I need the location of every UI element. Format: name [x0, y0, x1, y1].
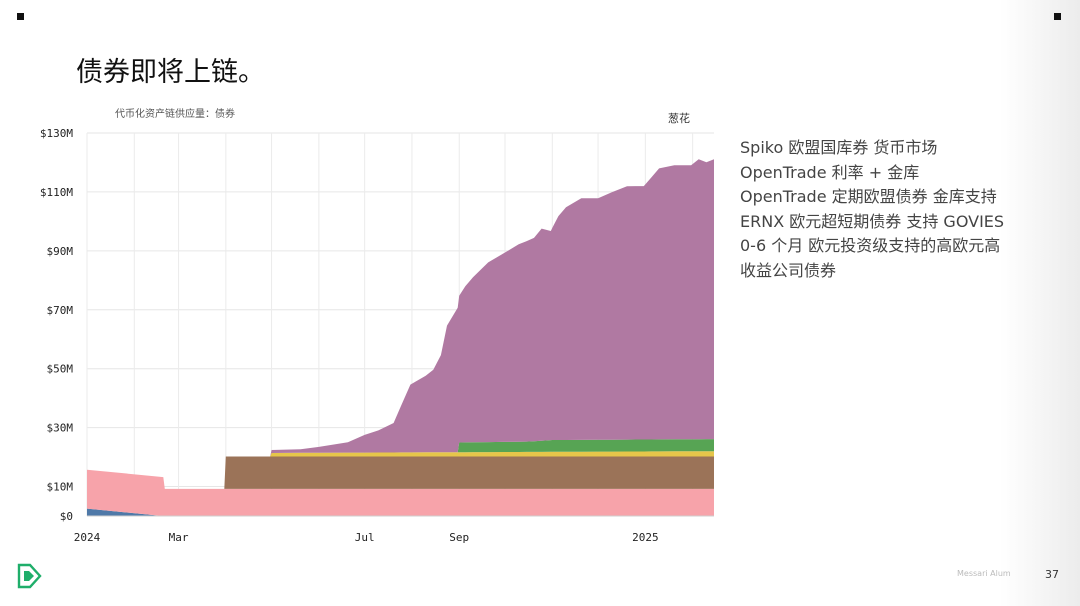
x-tick-label: 2025	[632, 531, 659, 544]
series-area-purple	[87, 159, 714, 489]
note-line: 收益公司债券	[740, 260, 837, 280]
footer-watermark: Messari Alum	[957, 569, 1011, 578]
y-tick-label: $110M	[40, 186, 73, 199]
y-tick-label: $90M	[47, 245, 74, 258]
note-line: OpenTrade 利率 + 金库	[740, 162, 920, 182]
series-area-brown	[87, 456, 714, 489]
y-tick-label: $30M	[47, 422, 74, 435]
notes-panel: Spiko 欧盟国库券 货币市场 OpenTrade 利率 + 金库 OpenT…	[740, 136, 1020, 283]
x-tick-label: Sep	[449, 531, 469, 544]
corner-mark-top-left	[17, 13, 24, 20]
series-area-green	[87, 439, 714, 489]
page-number: 37	[1045, 568, 1059, 581]
y-tick-label: $130M	[40, 127, 73, 140]
stacked-area-series	[87, 159, 714, 516]
corner-mark-top-right	[1054, 13, 1061, 20]
slide-title: 债券即将上链。	[76, 57, 265, 88]
series-area-steel_blue	[87, 508, 714, 516]
note-line: 0-6 个月 欧元投资级支持的高欧元高	[740, 236, 1001, 255]
chart-source-label: 葱花	[668, 112, 690, 125]
x-tick-label: 2024	[74, 531, 101, 544]
note-line: OpenTrade 定期欧盟债券 金库支持	[740, 187, 997, 206]
series-area-pink	[87, 469, 714, 516]
note-line: Spiko 欧盟国库券 货币市场	[740, 138, 938, 157]
series-area-yellow	[87, 451, 714, 489]
right-edge-shading	[1000, 0, 1080, 606]
x-tick-label: Mar	[169, 531, 189, 544]
y-tick-label: $50M	[47, 363, 74, 376]
chart-axes: $0 $10M $30M $50M $70M $90M $110M $130M 2024 Mar J…	[40, 127, 714, 544]
chart-subtitle: 代币化资产链供应量：债券	[115, 109, 235, 120]
y-tick-label: $70M	[47, 304, 74, 317]
y-tick-label: $0	[60, 510, 73, 523]
brand-logo-icon	[17, 563, 42, 589]
x-tick-label: Jul	[355, 531, 375, 544]
note-line: ERNX 欧元超短期债券 支持 GOVIES	[740, 211, 1005, 231]
y-tick-label: $10M	[47, 481, 74, 494]
